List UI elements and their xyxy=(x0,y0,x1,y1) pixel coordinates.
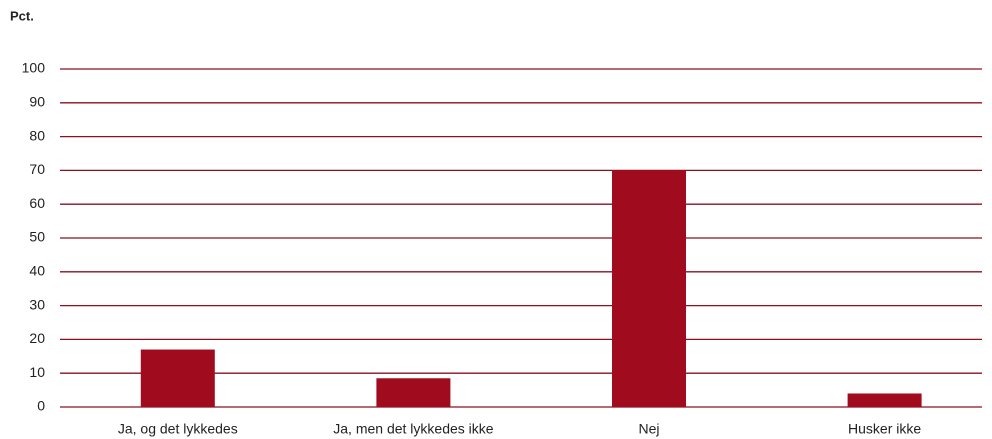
bar xyxy=(376,378,451,407)
y-tick-label: 20 xyxy=(29,330,45,346)
y-tick-label: 90 xyxy=(29,94,45,110)
bar xyxy=(140,349,215,407)
y-tick-label: 40 xyxy=(29,263,45,279)
x-tick-label: Ja, og det lykkedes xyxy=(118,421,238,437)
x-tick-label: Husker ikke xyxy=(848,421,921,437)
y-tick-label: 70 xyxy=(29,161,45,177)
y-tick-label: 60 xyxy=(29,195,45,211)
y-axis-label: Pct. xyxy=(10,8,34,23)
y-tick-label: 30 xyxy=(29,296,45,312)
y-tick-label: 80 xyxy=(29,127,45,143)
bar xyxy=(612,170,686,407)
y-tick-label: 50 xyxy=(29,229,45,245)
y-tick-label: 10 xyxy=(29,364,45,380)
bar xyxy=(847,393,922,407)
x-tick-label: Ja, men det lykkedes ikke xyxy=(333,421,494,437)
y-tick-label: 100 xyxy=(22,60,46,76)
x-tick-label: Nej xyxy=(638,421,659,437)
y-tick-label: 0 xyxy=(37,398,45,414)
